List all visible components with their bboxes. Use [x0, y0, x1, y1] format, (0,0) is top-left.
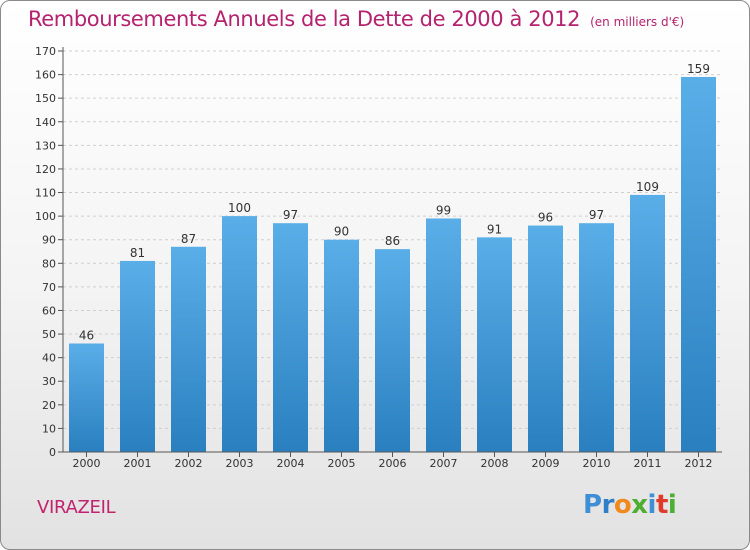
bar-value-label: 159 [687, 62, 710, 76]
bar-2008 [477, 237, 512, 452]
bar-2010 [579, 223, 614, 452]
y-tick-label: 130 [35, 139, 56, 152]
x-tick-label: 2002 [175, 457, 203, 470]
bar-2009 [528, 225, 563, 452]
bar-2001 [120, 260, 155, 452]
logo-letter: P [583, 490, 602, 520]
x-tick-label: 2010 [583, 457, 611, 470]
x-tick-label: 2001 [124, 457, 152, 470]
bar-value-label: 81 [130, 246, 145, 260]
y-axis-ticks: 0 10 20 30 40 50 60 70 80 90 100 110 120 130 140 150 160… [35, 45, 63, 459]
x-tick-label: 2007 [430, 457, 458, 470]
chart-title-text: Remboursements Annuels de la Dette de 20… [28, 7, 581, 31]
logo-letter: r [601, 490, 615, 520]
y-tick-label: 90 [42, 234, 56, 247]
bar-value-label: 99 [436, 203, 451, 217]
y-tick-label: 110 [35, 187, 56, 200]
y-tick-label: 50 [42, 328, 56, 341]
x-tick-label: 2005 [328, 457, 356, 470]
bar-value-label: 109 [636, 180, 659, 194]
bar-value-label: 97 [589, 208, 604, 222]
y-tick-label: 80 [42, 257, 56, 270]
x-tick-label: 2009 [532, 457, 560, 470]
y-tick-label: 10 [42, 422, 56, 435]
commune-name: VIRAZEIL [37, 497, 116, 518]
bar-value-label: 96 [538, 211, 553, 225]
bar-2011 [630, 194, 665, 452]
y-tick-label: 150 [35, 92, 56, 105]
y-tick-label: 30 [42, 375, 56, 388]
y-tick-label: 160 [35, 69, 56, 82]
x-tick-label: 2003 [226, 457, 254, 470]
y-tick-label: 100 [35, 210, 56, 223]
y-tick-label: 170 [35, 45, 56, 58]
bar-value-label: 100 [228, 201, 251, 215]
logo-letter: x [631, 490, 648, 520]
bar-2004 [273, 223, 308, 452]
bar-2012 [681, 76, 716, 453]
chart-subtitle: (en milliers d'€) [590, 15, 685, 29]
logo-letter: i [667, 490, 677, 520]
x-axis-ticks: 2000 2001 2002 2003 2004 2005 2006 2007 2008 2009… [73, 452, 713, 470]
bar-2002 [171, 246, 206, 452]
y-tick-label: 20 [42, 399, 56, 412]
bar-value-label: 87 [181, 232, 196, 246]
bar-value-label: 90 [334, 225, 349, 239]
x-tick-label: 2006 [379, 457, 407, 470]
bar-2007 [426, 218, 461, 452]
bar-value-label: 97 [283, 208, 298, 222]
bars: 46 81 87 100 97 90 86 99 91 96 97 109 159 [69, 62, 716, 453]
bar-value-label: 86 [385, 234, 400, 248]
bar-2005 [324, 239, 359, 452]
bar-value-label: 46 [79, 328, 94, 342]
y-tick-label: 120 [35, 163, 56, 176]
y-tick-label: 70 [42, 281, 56, 294]
logo-letter: t [655, 490, 668, 520]
x-tick-label: 2011 [634, 457, 662, 470]
x-tick-label: 2004 [277, 457, 305, 470]
x-tick-label: 2000 [73, 457, 101, 470]
bar-2006 [375, 249, 410, 452]
logo-letter: i [647, 490, 657, 520]
x-tick-label: 2012 [685, 457, 713, 470]
y-tick-label: 140 [35, 116, 56, 129]
proxiti-logo[interactable]: Proxiti [583, 490, 677, 520]
y-tick-label: 40 [42, 352, 56, 365]
bar-value-label: 91 [487, 222, 502, 236]
y-tick-label: 0 [49, 446, 56, 459]
bar-2003 [222, 216, 257, 452]
x-tick-label: 2008 [481, 457, 509, 470]
bar-2000 [69, 343, 104, 452]
logo-letter: o [613, 490, 632, 520]
chart-title: Remboursements Annuels de la Dette de 20… [28, 7, 684, 31]
y-tick-label: 60 [42, 304, 56, 317]
